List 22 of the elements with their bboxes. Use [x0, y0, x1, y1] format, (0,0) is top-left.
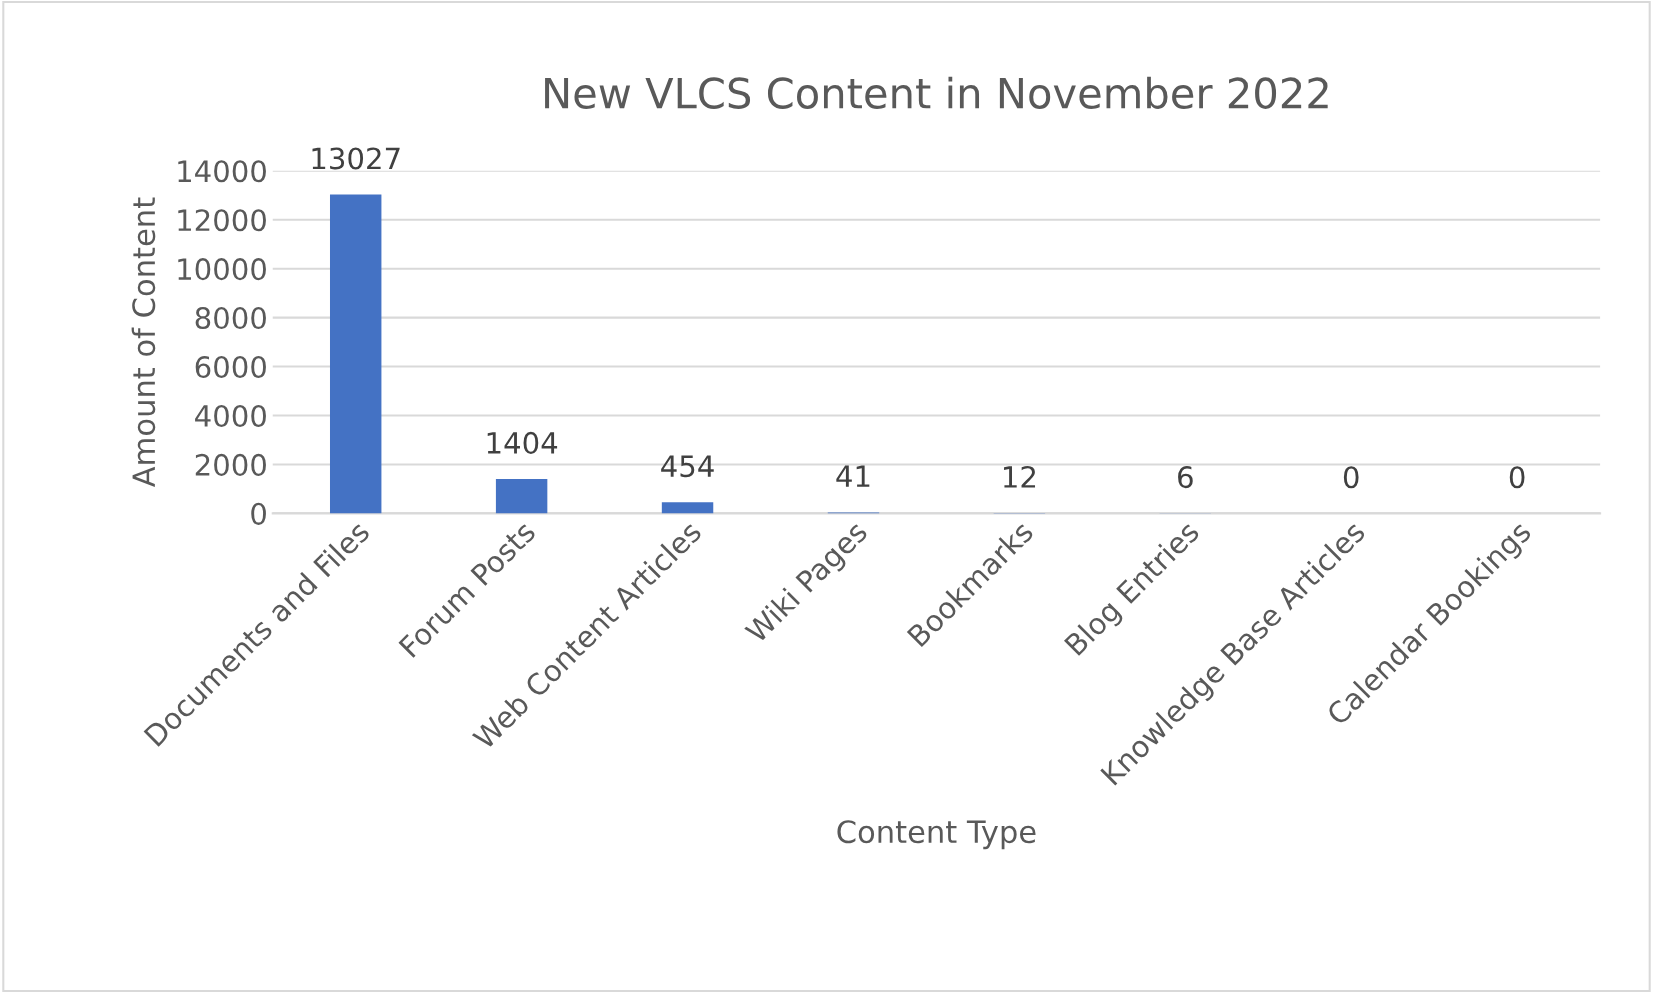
x-axis-title: Content Type — [837, 820, 1036, 850]
bar — [661, 502, 714, 514]
y-tick-label: 12000 — [178, 209, 266, 232]
chart-title: New VLCS Content in November 2022 — [545, 76, 1328, 109]
y-tick-label: 10000 — [178, 258, 266, 281]
data-label: 12 — [1004, 465, 1036, 488]
y-tick-label: 14000 — [178, 160, 266, 183]
bar — [495, 479, 548, 514]
y-tick-label: 6000 — [195, 355, 266, 379]
data-label: 1404 — [487, 431, 558, 454]
data-label: 0 — [1343, 466, 1359, 489]
y-axis-title: Amount of Content — [131, 197, 156, 488]
y-tick-label: 2000 — [195, 453, 266, 476]
data-label: 41 — [836, 465, 870, 487]
data-label: 0 — [1509, 466, 1525, 489]
y-tick-label: 8000 — [195, 307, 266, 330]
y-tick-label: 4000 — [195, 404, 266, 427]
y-tick-label: 0 — [251, 502, 266, 525]
bar — [329, 194, 382, 514]
data-label: 13027 — [312, 147, 400, 170]
data-label: 454 — [661, 455, 714, 478]
data-label: 6 — [1178, 466, 1193, 489]
